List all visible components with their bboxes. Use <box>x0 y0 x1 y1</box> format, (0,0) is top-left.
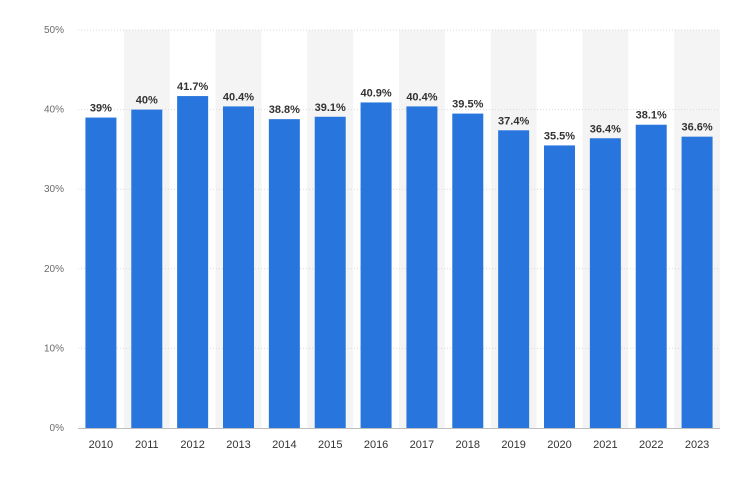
bars <box>85 96 713 429</box>
data-label: 36.4% <box>590 123 621 135</box>
data-label: 40.4% <box>406 91 437 103</box>
y-tick-label: 10% <box>44 343 64 354</box>
x-axis: 2010 2011 2012 2013 2014 2015 2016 2017 2018 2019… <box>78 428 720 451</box>
y-tick-label: 40% <box>44 105 64 116</box>
bar-2013[interactable] <box>223 106 254 428</box>
y-tick-label: 50% <box>44 25 64 36</box>
bar-2021[interactable] <box>589 138 621 429</box>
x-tick-label: 2019 <box>501 439 525 451</box>
data-labels: 39% 40% 41.7% 40.4% 38.8% 39.1% 40.9% 40.4% 39.5… <box>90 81 713 142</box>
bar-2015[interactable] <box>314 116 346 428</box>
bar-2018[interactable] <box>452 113 484 428</box>
x-tick-label: 2012 <box>180 439 204 451</box>
data-label: 41.7% <box>177 81 208 93</box>
y-axis: 0% 10% 20% 30% 40% 50% <box>44 25 64 434</box>
data-label: 40.9% <box>360 87 391 99</box>
data-label: 38.8% <box>269 104 300 116</box>
bar-2014[interactable] <box>268 119 300 428</box>
data-label: 37.4% <box>498 115 529 127</box>
y-tick-label: 20% <box>44 264 64 275</box>
bar-2012[interactable] <box>177 96 209 429</box>
x-tick-label: 2018 <box>456 439 480 451</box>
x-tick-label: 2015 <box>318 439 342 451</box>
x-tick-label: 2020 <box>547 439 571 451</box>
data-label: 39% <box>90 103 112 115</box>
bar-2017[interactable] <box>406 106 438 428</box>
data-label: 38.1% <box>636 110 667 122</box>
x-tick-label: 2021 <box>593 439 617 451</box>
y-tick-label: 0% <box>50 423 65 434</box>
x-tick-label: 2022 <box>639 439 663 451</box>
x-tick-label: 2017 <box>410 439 434 451</box>
bar-2023[interactable] <box>681 136 713 428</box>
bar-2016[interactable] <box>360 102 392 428</box>
x-tick-label: 2013 <box>226 439 250 451</box>
data-label: 35.5% <box>544 130 575 142</box>
bar-2022[interactable] <box>635 124 667 428</box>
x-tick-label: 2014 <box>272 439 296 451</box>
y-tick-label: 30% <box>44 184 64 195</box>
data-label: 39.5% <box>452 99 483 111</box>
data-label: 40.4% <box>223 91 254 103</box>
data-label: 40% <box>136 95 158 107</box>
data-label: 39.1% <box>315 102 346 114</box>
x-tick-label: 2016 <box>364 439 388 451</box>
bar-2011[interactable] <box>131 109 163 428</box>
bar-chart: 39% 40% 41.7% 40.4% 38.8% 39.1% 40.9% 40.4% 39.5… <box>44 25 720 451</box>
data-label: 36.6% <box>681 122 712 134</box>
bar-2019[interactable] <box>498 130 530 428</box>
x-tick-label: 2011 <box>135 439 159 451</box>
x-tick-label: 2023 <box>685 439 709 451</box>
x-tick-label: 2010 <box>89 439 113 451</box>
bar-2010[interactable] <box>85 117 117 428</box>
gridlines <box>78 29 720 349</box>
bar-2020[interactable] <box>544 145 575 429</box>
